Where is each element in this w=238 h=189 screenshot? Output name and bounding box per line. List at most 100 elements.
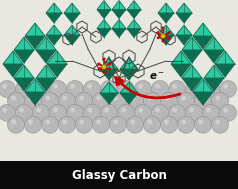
Circle shape bbox=[15, 104, 33, 121]
Circle shape bbox=[118, 81, 134, 98]
Circle shape bbox=[147, 120, 152, 124]
Polygon shape bbox=[97, 29, 111, 37]
Circle shape bbox=[172, 84, 177, 89]
Polygon shape bbox=[204, 50, 224, 63]
Circle shape bbox=[8, 92, 25, 109]
Circle shape bbox=[121, 84, 126, 89]
Circle shape bbox=[138, 84, 143, 89]
Polygon shape bbox=[46, 25, 62, 35]
Circle shape bbox=[109, 116, 127, 133]
Text: Glassy Carbon: Glassy Carbon bbox=[72, 169, 166, 181]
Polygon shape bbox=[36, 37, 56, 50]
Circle shape bbox=[2, 108, 7, 112]
Circle shape bbox=[62, 96, 67, 101]
Circle shape bbox=[96, 120, 101, 124]
Circle shape bbox=[203, 81, 219, 98]
Polygon shape bbox=[14, 65, 34, 78]
Circle shape bbox=[50, 104, 66, 121]
Circle shape bbox=[160, 92, 178, 109]
Polygon shape bbox=[182, 65, 202, 78]
Polygon shape bbox=[158, 25, 174, 35]
Polygon shape bbox=[171, 64, 191, 77]
Circle shape bbox=[144, 116, 160, 133]
Polygon shape bbox=[100, 69, 118, 80]
Circle shape bbox=[198, 96, 203, 101]
Circle shape bbox=[162, 26, 164, 29]
Circle shape bbox=[41, 92, 59, 109]
Polygon shape bbox=[176, 3, 192, 13]
Polygon shape bbox=[120, 69, 138, 80]
Circle shape bbox=[104, 108, 109, 112]
Polygon shape bbox=[14, 50, 34, 63]
Polygon shape bbox=[64, 3, 80, 13]
Bar bbox=[0, 161, 238, 189]
Circle shape bbox=[103, 57, 105, 60]
Circle shape bbox=[70, 108, 75, 112]
Polygon shape bbox=[25, 23, 45, 36]
Circle shape bbox=[11, 96, 16, 101]
Circle shape bbox=[215, 120, 220, 124]
Circle shape bbox=[0, 104, 15, 121]
Polygon shape bbox=[112, 1, 126, 9]
Circle shape bbox=[50, 81, 66, 98]
Polygon shape bbox=[193, 79, 213, 92]
Circle shape bbox=[109, 92, 127, 109]
Circle shape bbox=[53, 84, 58, 89]
Polygon shape bbox=[176, 35, 192, 45]
Circle shape bbox=[127, 116, 144, 133]
Polygon shape bbox=[97, 1, 111, 9]
Circle shape bbox=[36, 108, 41, 112]
Circle shape bbox=[102, 65, 106, 69]
Polygon shape bbox=[100, 93, 118, 104]
Polygon shape bbox=[64, 25, 80, 35]
Polygon shape bbox=[215, 64, 235, 77]
Circle shape bbox=[84, 81, 100, 98]
Polygon shape bbox=[25, 92, 45, 105]
Polygon shape bbox=[97, 19, 111, 29]
Polygon shape bbox=[25, 36, 45, 49]
Circle shape bbox=[152, 81, 169, 98]
Circle shape bbox=[75, 92, 93, 109]
Circle shape bbox=[155, 108, 160, 112]
Circle shape bbox=[109, 62, 112, 65]
Polygon shape bbox=[46, 3, 62, 13]
Circle shape bbox=[93, 92, 109, 109]
Circle shape bbox=[98, 67, 101, 70]
Circle shape bbox=[219, 81, 237, 98]
Circle shape bbox=[219, 104, 237, 121]
Polygon shape bbox=[36, 78, 56, 91]
Polygon shape bbox=[3, 51, 23, 64]
Circle shape bbox=[28, 120, 33, 124]
Polygon shape bbox=[112, 29, 126, 37]
Polygon shape bbox=[127, 9, 141, 19]
Circle shape bbox=[28, 96, 33, 101]
Circle shape bbox=[185, 81, 203, 98]
Polygon shape bbox=[127, 29, 141, 37]
Circle shape bbox=[113, 120, 118, 124]
Polygon shape bbox=[14, 78, 34, 91]
Polygon shape bbox=[36, 65, 56, 78]
Polygon shape bbox=[176, 25, 192, 35]
Circle shape bbox=[66, 81, 84, 98]
Circle shape bbox=[8, 116, 25, 133]
Circle shape bbox=[108, 67, 111, 70]
Circle shape bbox=[66, 104, 84, 121]
Circle shape bbox=[164, 120, 169, 124]
Polygon shape bbox=[193, 23, 213, 36]
Polygon shape bbox=[46, 13, 62, 23]
Text: e$^-$: e$^-$ bbox=[149, 70, 165, 81]
Circle shape bbox=[138, 108, 143, 112]
Polygon shape bbox=[182, 37, 202, 50]
Polygon shape bbox=[193, 92, 213, 105]
Circle shape bbox=[215, 96, 220, 101]
Circle shape bbox=[134, 81, 152, 98]
Circle shape bbox=[118, 104, 134, 121]
Polygon shape bbox=[176, 13, 192, 23]
Circle shape bbox=[168, 31, 171, 34]
Circle shape bbox=[185, 104, 203, 121]
Circle shape bbox=[79, 96, 84, 101]
Circle shape bbox=[100, 104, 118, 121]
Polygon shape bbox=[112, 19, 126, 29]
Circle shape bbox=[130, 120, 135, 124]
Circle shape bbox=[130, 96, 135, 101]
